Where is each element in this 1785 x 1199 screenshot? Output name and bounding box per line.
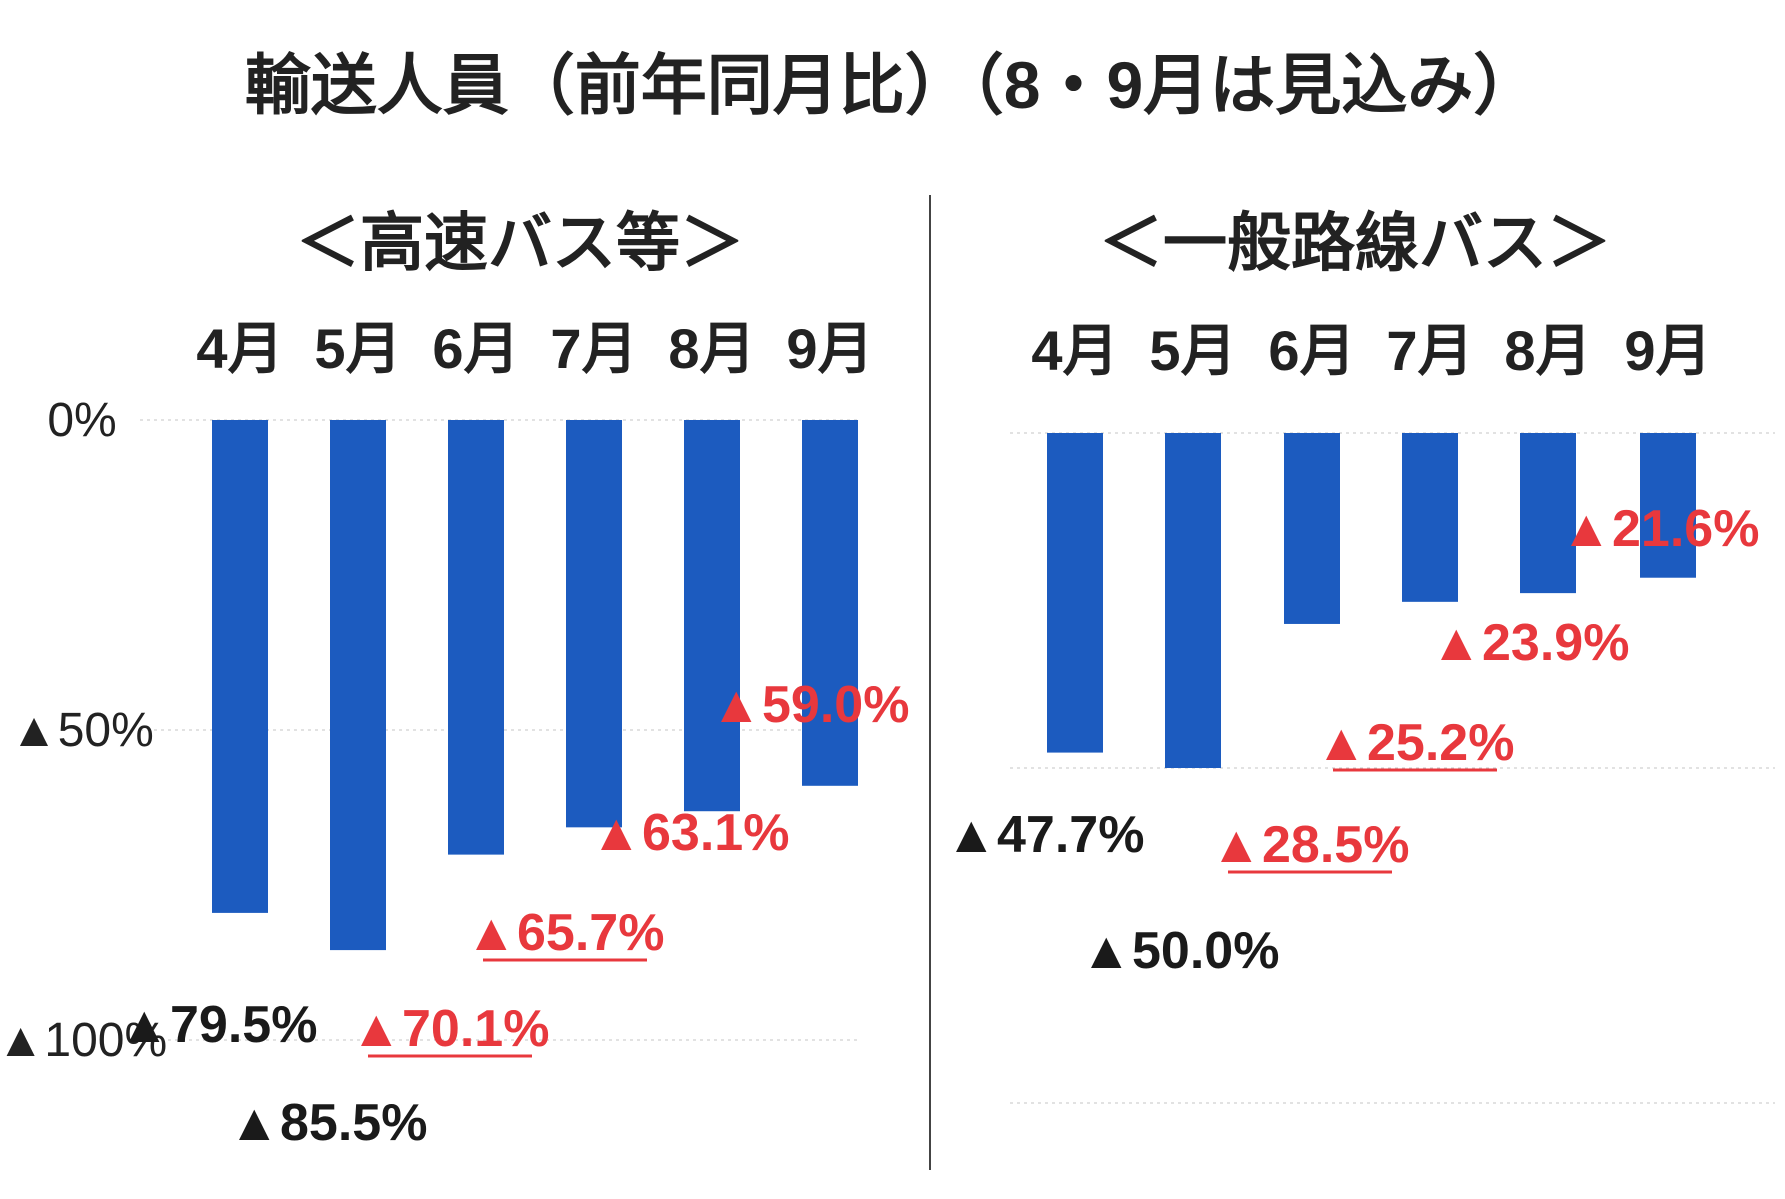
bar-1-3 — [448, 420, 504, 855]
bar-2-3 — [1284, 433, 1340, 624]
value-label-1-3: ▲70.1% — [351, 1000, 550, 1058]
chart-title: 輸送人員（前年同月比）（8・9月は見込み） — [245, 48, 1539, 122]
month-label-1-4: 7月 — [550, 317, 637, 380]
month-label-1-2: 5月 — [314, 317, 401, 380]
bar-1-6 — [802, 420, 858, 786]
month-label-2-3: 6月 — [1268, 319, 1355, 382]
value-label-2-2: ▲50.0% — [1081, 922, 1280, 980]
bar-2-1 — [1047, 433, 1103, 753]
bar-1-1 — [212, 420, 268, 913]
value-label-1-6: ▲59.0% — [711, 676, 910, 734]
bar-1-4 — [566, 420, 622, 828]
bar-2-5 — [1520, 433, 1576, 594]
month-label-2-6: 9月 — [1624, 319, 1711, 382]
value-label-2-6: ▲21.6% — [1561, 500, 1760, 558]
month-label-2-5: 8月 — [1504, 319, 1591, 382]
y-tick-label-2: ▲100% — [0, 1014, 167, 1067]
value-label-2-4: ▲25.2% — [1316, 714, 1515, 772]
bar-1-5 — [684, 420, 740, 812]
y-tick-label-1: ▲50% — [10, 704, 154, 757]
value-label-1-4: ▲65.7% — [466, 904, 665, 962]
month-label-1-5: 8月 — [668, 317, 755, 380]
bar-2-6 — [1640, 433, 1696, 578]
panel-title-1: ＜高速バス等＞ — [296, 207, 744, 279]
value-label-1-2: ▲85.5% — [229, 1094, 428, 1152]
month-label-2-1: 4月 — [1031, 319, 1118, 382]
month-label-1-1: 4月 — [196, 317, 283, 380]
value-label-1-5: ▲63.1% — [591, 804, 790, 862]
month-label-1-3: 6月 — [432, 317, 519, 380]
value-label-2-5: ▲23.9% — [1431, 614, 1630, 672]
bar-1-2 — [330, 420, 386, 951]
y-tick-label-0: 0% — [47, 394, 116, 447]
value-label-2-3: ▲28.5% — [1211, 816, 1410, 874]
bar-2-4 — [1402, 433, 1458, 602]
month-label-1-6: 9月 — [786, 317, 873, 380]
value-label-2-1: ▲47.7% — [946, 806, 1145, 864]
month-label-2-2: 5月 — [1149, 319, 1236, 382]
panel-title-2: ＜一般路線バス＞ — [1099, 207, 1611, 279]
value-label-1-1: ▲79.5% — [119, 996, 318, 1054]
month-label-2-4: 7月 — [1386, 319, 1473, 382]
bar-2-2 — [1165, 433, 1221, 768]
